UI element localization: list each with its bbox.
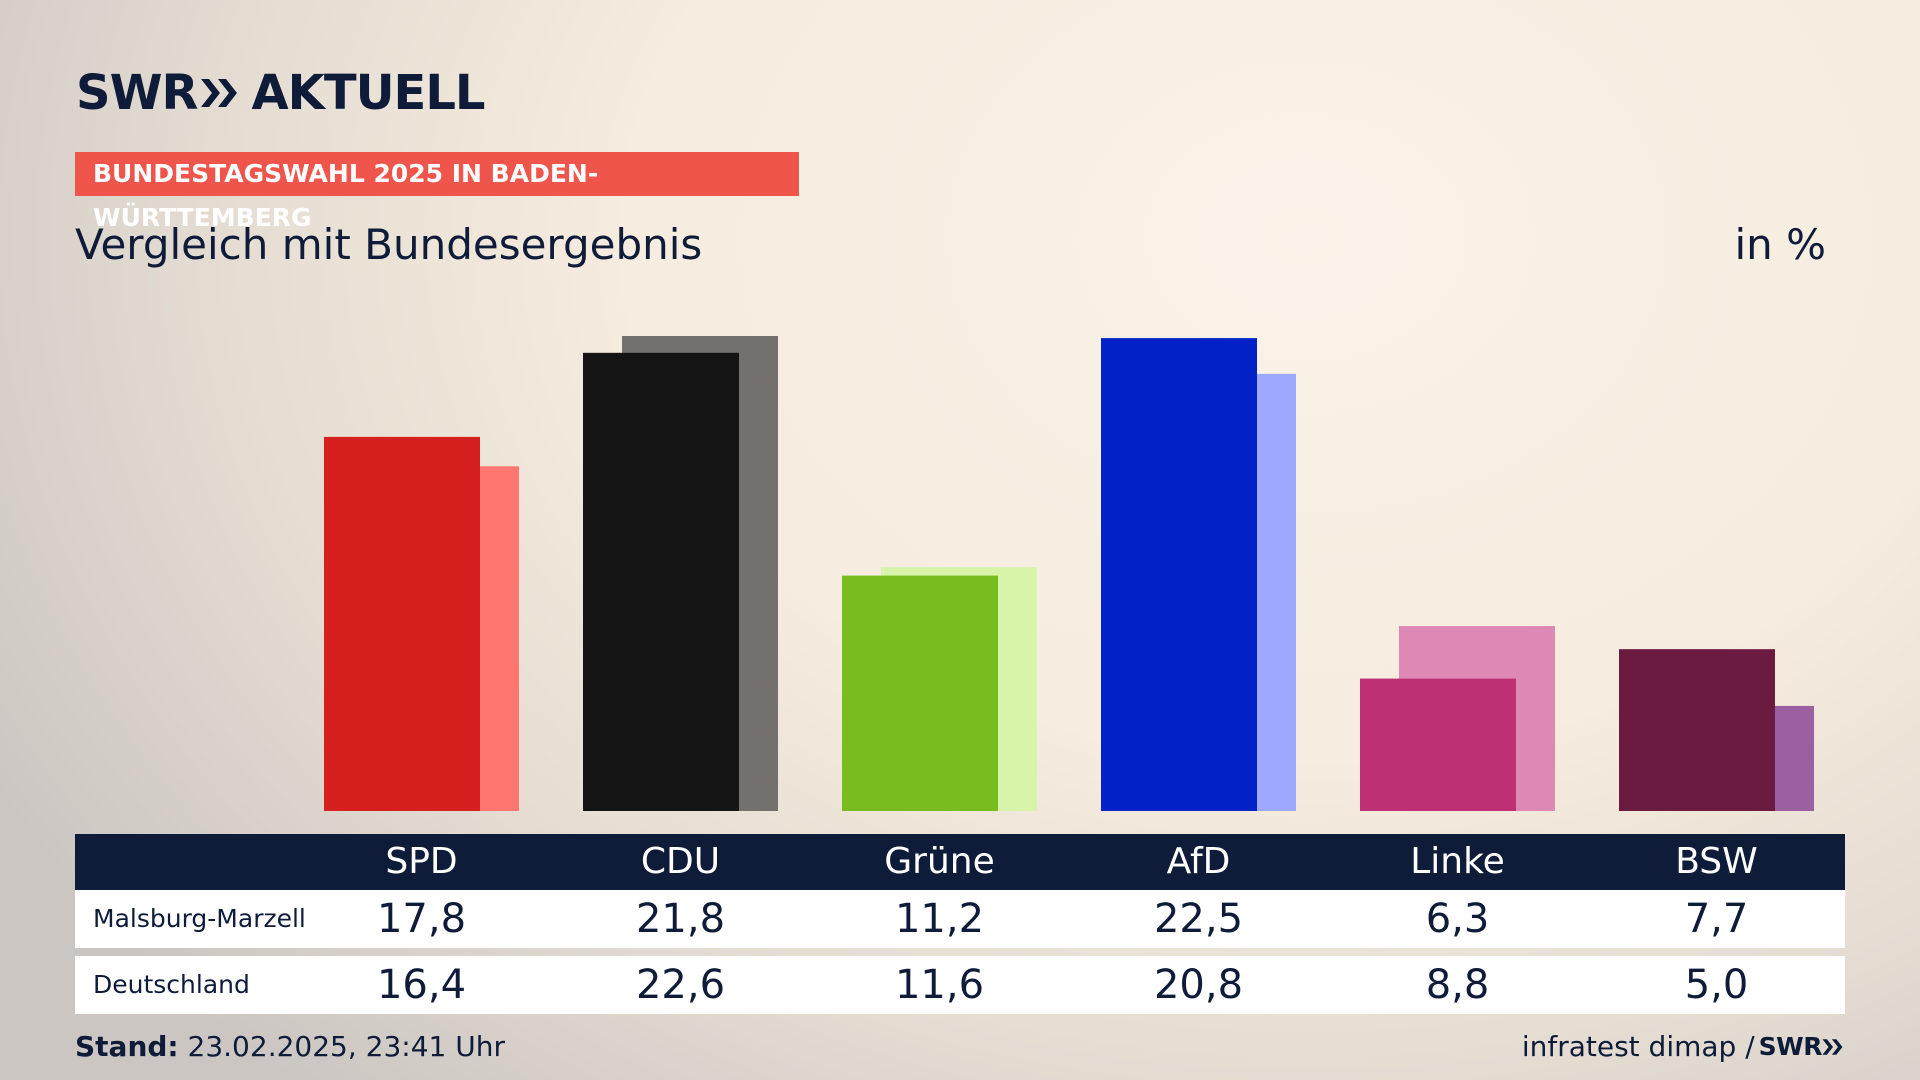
value-cell-linke: 8,8	[1425, 962, 1490, 1008]
value-cell-bsw: 7,7	[1684, 896, 1749, 942]
table-header: SPD CDU Grüne AfD Linke BSW	[75, 834, 1845, 890]
column-header-gr-ne: Grüne	[884, 841, 995, 882]
timestamp: Stand: 23.02.2025, 23:41 Uhr	[75, 1030, 505, 1063]
swr-aktuell-logo: SWR AKTUELL	[76, 65, 486, 121]
value-cell-bsw: 5,0	[1684, 962, 1749, 1008]
bar-local-spd	[324, 436, 480, 811]
bar-local-gr-ne	[842, 575, 998, 811]
election-banner: BUNDESTAGSWAHL 2025 IN BADEN-WÜRTTEMBERG	[75, 152, 799, 232]
column-header-cdu: CDU	[640, 841, 721, 882]
value-cell-linke: 6,3	[1425, 896, 1490, 942]
logo-text: SWR	[76, 65, 198, 121]
column-header-spd: SPD	[385, 841, 458, 882]
column-header-afd: AfD	[1166, 841, 1231, 882]
double-chevron-icon	[201, 79, 238, 107]
source-brand: SWR	[1758, 1032, 1823, 1061]
value-cell-gr-ne: 11,2	[894, 896, 985, 942]
value-cell-spd: 17,8	[376, 896, 467, 942]
row-label: Malsburg-Marzell	[93, 904, 306, 933]
source-credit: infratest dimap / SWR	[1522, 1030, 1844, 1063]
bar-local-cdu	[583, 352, 739, 811]
value-cell-afd: 22,5	[1153, 896, 1244, 942]
double-chevron-icon	[1822, 1038, 1843, 1055]
bar-local-afd	[1101, 338, 1257, 811]
stand-value: 23.02.2025, 23:41 Uhr	[187, 1030, 505, 1063]
column-header-linke: Linke	[1410, 841, 1505, 882]
value-cell-cdu: 21,8	[635, 896, 726, 942]
value-cell-cdu: 22,6	[635, 962, 726, 1008]
bar-local-bsw	[1619, 649, 1775, 811]
value-cell-afd: 20,8	[1153, 962, 1244, 1008]
logo-suffix: AKTUELL	[251, 65, 485, 121]
table-row: Malsburg-Marzell 17,8 21,8 11,2 22,5 6,3 7,7	[75, 890, 1845, 948]
value-cell-gr-ne: 11,6	[894, 962, 985, 1008]
source-text: infratest dimap /	[1521, 1030, 1755, 1063]
bar-local-linke	[1360, 678, 1516, 811]
chart-subtitle: Vergleich mit Bundesergebnis	[75, 220, 703, 269]
table-row: Deutschland 16,4 22,6 11,6 20,8 8,8 5,0	[75, 956, 1845, 1014]
stand-label: Stand:	[75, 1030, 179, 1063]
row-label: Deutschland	[93, 970, 250, 999]
bar-chart	[324, 336, 1814, 811]
value-cell-spd: 16,4	[376, 962, 467, 1008]
results-table: SPD CDU Grüne AfD Linke BSW Malsburg-Marzell 1…	[75, 834, 1845, 1014]
unit-label: in %	[1734, 220, 1826, 269]
column-header-bsw: BSW	[1675, 841, 1758, 882]
